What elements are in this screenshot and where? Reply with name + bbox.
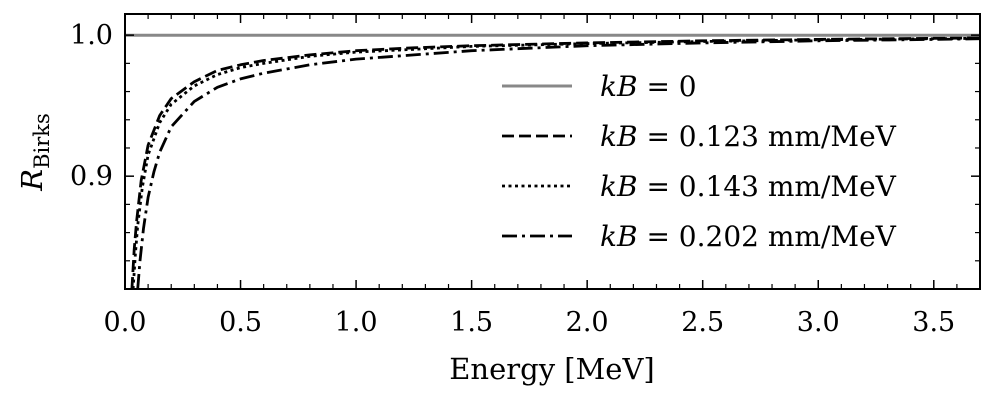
- plot-frame: [124, 13, 981, 290]
- x-tick-label: 2.5: [681, 307, 724, 338]
- series-layer: [125, 33, 980, 289]
- y-axis-symbol: R: [15, 169, 49, 192]
- series-line-1: [130, 36, 980, 289]
- x-tick-label: 0.5: [219, 307, 262, 338]
- legend-label-3: kB = 0.202 mm/MeV: [600, 220, 897, 253]
- legend-variable: kB: [600, 220, 638, 253]
- y-tick-label: 1.0: [70, 20, 113, 51]
- legend-value: = 0.123 mm/MeV: [638, 120, 897, 153]
- x-tick-label: 2.0: [566, 307, 609, 338]
- x-tick-label: 1.0: [335, 307, 378, 338]
- y-tick-label: 0.9: [70, 161, 113, 192]
- x-axis-label: Energy [MeV]: [449, 352, 654, 386]
- y-axis-label: RBirks: [15, 113, 54, 192]
- series-line-3: [136, 37, 980, 289]
- legend-value: = 0.202 mm/MeV: [638, 220, 897, 253]
- legend-variable: kB: [600, 170, 638, 203]
- tick-layer: 0.0 0.5 1.0 1.5 2.0 2.5 3.0 3.5 0.9 1.0: [70, 14, 980, 338]
- x-tick-label: 1.5: [450, 307, 493, 338]
- legend-value: = 0.143 mm/MeV: [638, 170, 897, 203]
- x-tick-label: 3.0: [797, 307, 840, 338]
- series-line-2: [131, 36, 980, 289]
- legend-label-0: kB = 0: [600, 70, 697, 103]
- x-tick-label: 3.5: [912, 307, 955, 338]
- y-axis-subscript: Birks: [30, 113, 54, 169]
- legend-label-2: kB = 0.143 mm/MeV: [600, 170, 897, 203]
- legend-variable: kB: [600, 120, 638, 153]
- x-tick-label: 0.0: [104, 307, 147, 338]
- legend-variable: kB: [600, 70, 638, 103]
- legend-value: = 0: [638, 70, 697, 103]
- legend-label-1: kB = 0.123 mm/MeV: [600, 120, 897, 153]
